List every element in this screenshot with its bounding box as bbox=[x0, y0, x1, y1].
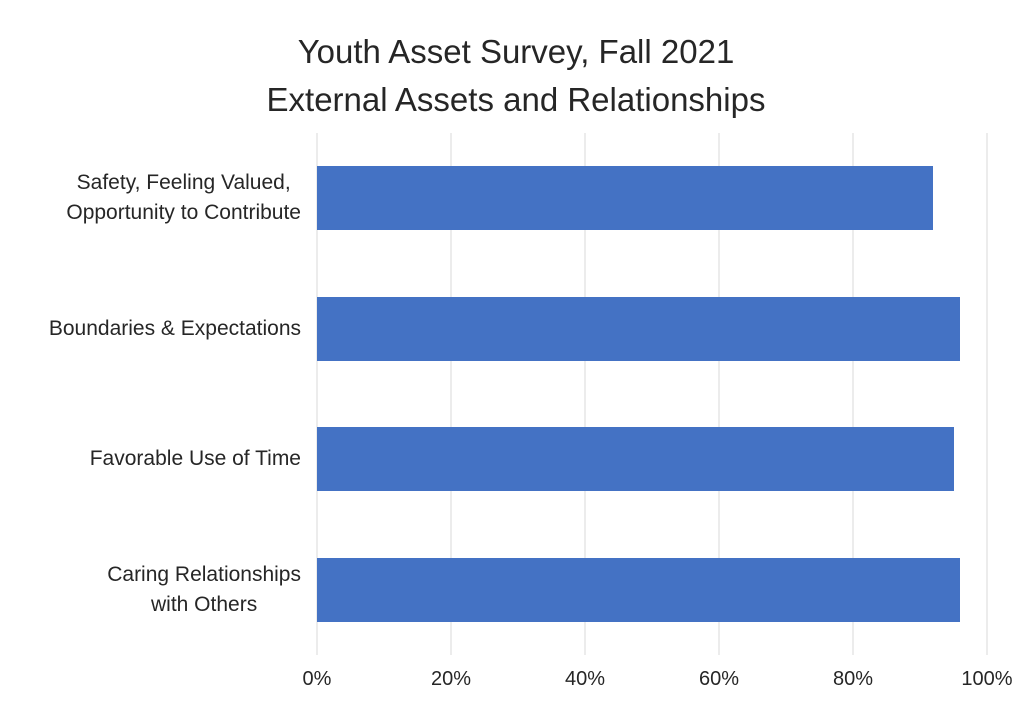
x-tick-label: 0% bbox=[302, 668, 332, 690]
gridline bbox=[316, 133, 318, 655]
category-label: Boundaries & Expectations bbox=[48, 316, 301, 340]
x-tick-label: 40% bbox=[564, 668, 606, 690]
chart-title: Youth Asset Survey, Fall 2021 bbox=[297, 33, 735, 70]
bar bbox=[317, 296, 961, 361]
plot-area bbox=[316, 133, 988, 655]
bar bbox=[317, 557, 961, 622]
category-axis: Safety, Feeling Valued, Opportunity to C… bbox=[0, 133, 317, 655]
bar-row bbox=[317, 394, 987, 525]
x-tick-label: 80% bbox=[832, 668, 874, 690]
x-tick-label: 100% bbox=[961, 668, 1013, 690]
bar bbox=[317, 427, 954, 492]
gridline bbox=[718, 133, 720, 655]
gridline bbox=[986, 133, 988, 655]
x-axis: 0% 20% 40% 60% 80% 100% bbox=[303, 668, 1013, 702]
x-tick-label: 20% bbox=[430, 668, 472, 690]
category-label: Caring Relationships with Others bbox=[107, 562, 301, 616]
bar-row bbox=[317, 525, 987, 656]
gridline bbox=[852, 133, 854, 655]
bar bbox=[317, 166, 934, 231]
gridline bbox=[450, 133, 452, 655]
chart-body: Safety, Feeling Valued, Opportunity to C… bbox=[0, 133, 1032, 655]
gridline bbox=[584, 133, 586, 655]
bar-row bbox=[317, 133, 987, 264]
chart-subtitle: External Assets and Relationships bbox=[266, 80, 766, 118]
bar-rows bbox=[317, 133, 987, 655]
x-tick-label: 60% bbox=[698, 668, 740, 690]
chart-title-block: Youth Asset Survey, Fall 2021 External A… bbox=[0, 28, 1032, 123]
bar-row bbox=[317, 264, 987, 395]
category-label: Safety, Feeling Valued, Opportunity to C… bbox=[66, 171, 301, 225]
category-label: Favorable Use of Time bbox=[89, 447, 301, 471]
gridline-layer bbox=[316, 133, 988, 655]
